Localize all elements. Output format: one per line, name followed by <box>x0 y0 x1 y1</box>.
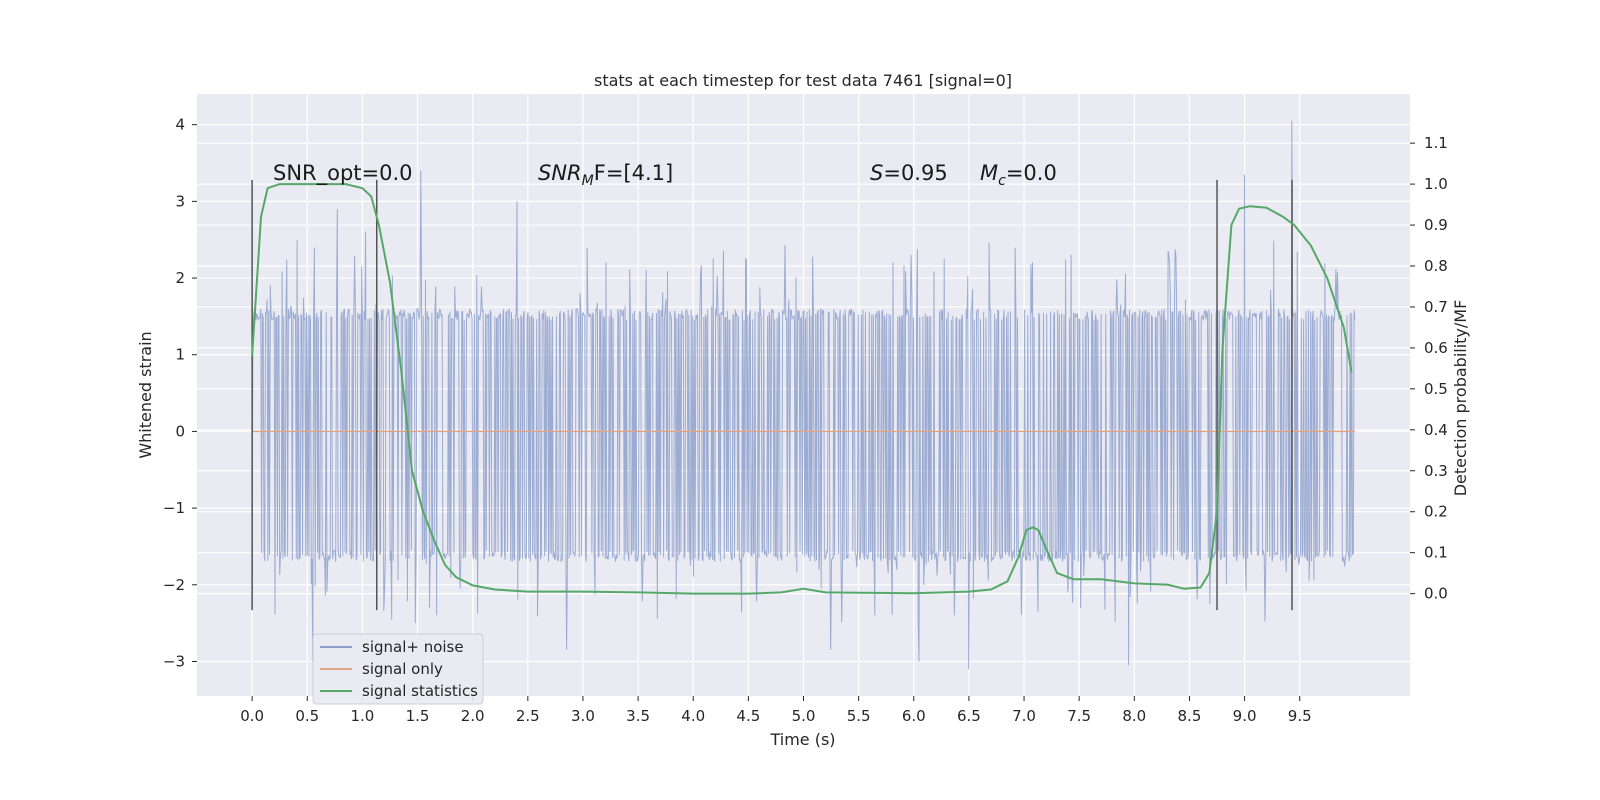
y-tick-label: 0 <box>175 422 185 440</box>
y-right-tick-label: 1.0 <box>1424 175 1448 193</box>
signal-statistics-line <box>251 183 1353 595</box>
noise-trace <box>251 120 1356 670</box>
y-right-tick-label: 0.8 <box>1424 257 1448 275</box>
x-tick-label: 7.0 <box>1012 707 1036 725</box>
annotation-mc-label: M <box>980 161 998 185</box>
annotation-mc: Mc=0.0 <box>980 161 1057 189</box>
y-tick-label: −1 <box>163 499 185 517</box>
legend-box <box>312 633 484 705</box>
y-axis-label: Whitened strain <box>136 331 155 458</box>
legend-label-signal-only: signal only <box>362 660 443 678</box>
y-right-tick-label: 1.1 <box>1424 134 1448 152</box>
signal-statistics-series <box>251 183 1353 595</box>
y-tick-label: 4 <box>175 116 185 134</box>
x-axis-label: Time (s) <box>769 730 835 749</box>
y-right-tick-label: 0.9 <box>1424 216 1448 234</box>
y-right-tick-label: 0.5 <box>1424 380 1448 398</box>
annotation-snr-mf-label: SNR <box>538 161 582 185</box>
x-tick-label: 7.5 <box>1067 707 1091 725</box>
x-tick-label: 3.5 <box>626 707 650 725</box>
x-tick-label: 1.0 <box>350 707 374 725</box>
y-right-tick-label: 0.2 <box>1424 503 1448 521</box>
x-tick-label: 0.0 <box>240 707 264 725</box>
x-tick-label: 5.5 <box>847 707 871 725</box>
annotation-snr-mf: SNRMF=[4.1] <box>538 161 673 189</box>
annotation-s: S=0.95 <box>870 161 948 185</box>
y-tick-label: −2 <box>163 576 185 594</box>
x-tick-label: 3.0 <box>571 707 595 725</box>
chart-title: stats at each timestep for test data 746… <box>594 71 1012 90</box>
vertical-markers <box>251 179 1293 611</box>
y-tick-label: 1 <box>175 346 185 364</box>
x-tick-label: 4.0 <box>681 707 705 725</box>
annotation-snr-opt: SNR_opt=0.0 <box>273 161 413 186</box>
y-right-tick-label: 0.7 <box>1424 298 1448 316</box>
y-right-tick-label: 0.6 <box>1424 339 1448 357</box>
annotation-s-value: =0.95 <box>883 161 947 185</box>
annotation-snr-mf-sub: M <box>582 173 594 189</box>
y-axis-right-label: Detection probability/MF <box>1451 300 1470 497</box>
y-right-tick-label: 0.1 <box>1424 544 1448 562</box>
y-tick-label: −3 <box>163 652 185 670</box>
x-tick-label: 2.5 <box>516 707 540 725</box>
annotation-s-label: S <box>870 161 883 185</box>
y-tick-label: 2 <box>175 269 185 287</box>
tick-layer: 0.0 0.5 1.0 1.5 2.0 2.5 3.0 3.5 4.0 4.5 5.0 5.5 6.0 6… <box>163 116 1448 725</box>
noise-series <box>251 120 1356 670</box>
x-tick-label: 9.0 <box>1233 707 1257 725</box>
annotation-mc-sub: c <box>998 173 1006 189</box>
y-right-tick-label: 0.4 <box>1424 421 1448 439</box>
x-tick-label: 6.0 <box>902 707 926 725</box>
x-tick-label: 8.5 <box>1178 707 1202 725</box>
y-tick-label: 3 <box>175 192 185 210</box>
annotation-snr-mf-tail: F=[4.1] <box>594 161 673 185</box>
x-tick-label: 8.0 <box>1122 707 1146 725</box>
y-right-tick-label: 0.3 <box>1424 462 1448 480</box>
legend-label-noise: signal+ noise <box>362 638 464 656</box>
x-tick-label: 0.5 <box>295 707 319 725</box>
x-tick-label: 9.5 <box>1288 707 1312 725</box>
legend-label-signal-statistics: signal statistics <box>362 682 478 700</box>
y-right-tick-label: 0.0 <box>1424 585 1448 603</box>
x-tick-label: 1.5 <box>406 707 430 725</box>
x-tick-label: 4.5 <box>736 707 760 725</box>
legend: signal+ noise signal only signal statist… <box>312 633 484 705</box>
annotation-mc-value: =0.0 <box>1006 161 1057 185</box>
x-tick-label: 5.0 <box>792 707 816 725</box>
x-tick-label: 6.5 <box>957 707 981 725</box>
x-tick-label: 2.0 <box>461 707 485 725</box>
